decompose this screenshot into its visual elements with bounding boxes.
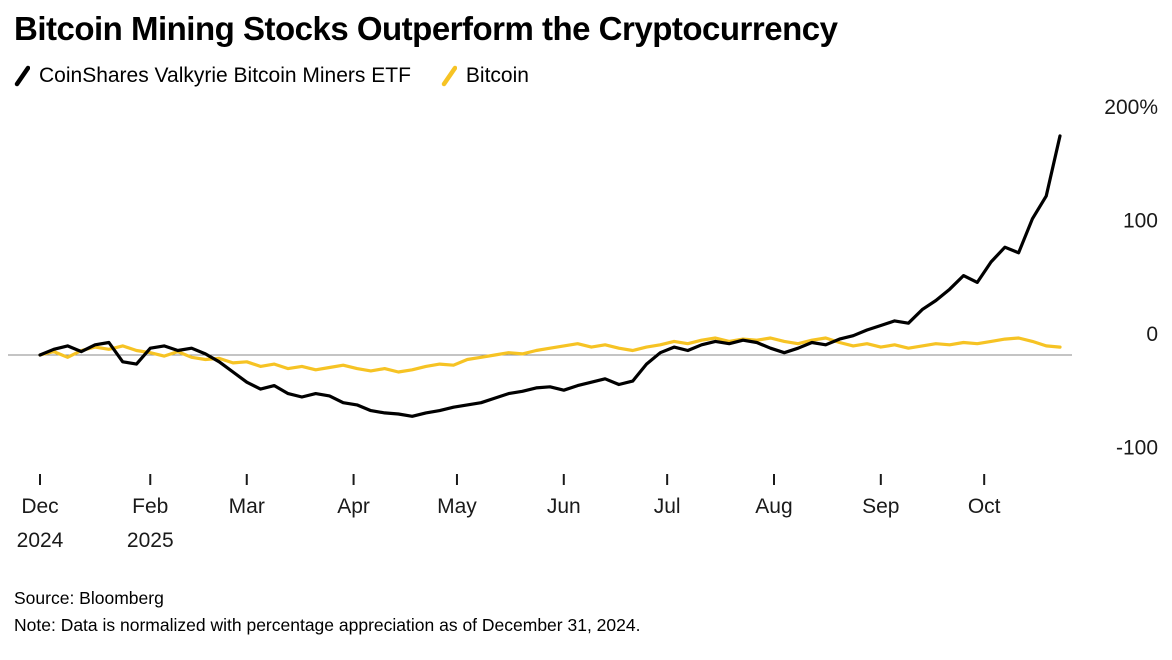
- x-axis-month-label: Sep: [862, 495, 899, 518]
- y-axis-label: 100: [1123, 209, 1158, 232]
- bitcoin-line: [38, 336, 1062, 374]
- legend-item-bitcoin: Bitcoin: [441, 64, 529, 88]
- x-axis-month-label: Dec: [21, 495, 58, 518]
- x-axis-month-label: Apr: [337, 495, 370, 518]
- x-axis-month-label: Mar: [229, 495, 265, 518]
- y-axis-label: 200%: [1104, 96, 1158, 119]
- legend-label-etf: CoinShares Valkyrie Bitcoin Miners ETF: [39, 63, 411, 87]
- chart-area: 200% 100 0 -100 Dec 2024 Feb 2025 Mar Apr May Jun Ju…: [0, 92, 1172, 567]
- x-axis-month-label: Jul: [654, 495, 681, 518]
- bitcoin-series-slash-icon: [441, 65, 457, 87]
- page-title: Bitcoin Mining Stocks Outperform the Cry…: [14, 10, 838, 47]
- y-axis-label: -100: [1116, 436, 1158, 459]
- methodology-note: Note: Data is normalized with percentage…: [14, 615, 641, 636]
- x-axis-year-label: 2025: [127, 529, 174, 552]
- chart-legend: CoinShares Valkyrie Bitcoin Miners ETF B…: [14, 64, 1158, 88]
- legend-label-bitcoin: Bitcoin: [465, 63, 529, 87]
- etf-line: [38, 134, 1062, 418]
- x-axis-month-label: Aug: [755, 495, 792, 518]
- x-axis-month-label: Oct: [968, 495, 1001, 518]
- x-axis-month-label: Feb: [132, 495, 168, 518]
- x-axis-month-label: May: [437, 495, 477, 518]
- y-axis-label: 0: [1146, 323, 1158, 346]
- x-axis-month-label: Jun: [547, 495, 581, 518]
- x-axis-year-label: 2024: [17, 529, 64, 552]
- etf-series-slash-icon: [14, 65, 30, 87]
- chart-footer: Source: Bloomberg Note: Data is normaliz…: [14, 585, 1158, 639]
- source-note: Source: Bloomberg: [14, 587, 164, 608]
- legend-item-etf: CoinShares Valkyrie Bitcoin Miners ETF: [14, 64, 411, 88]
- chart-svg: 200% 100 0 -100 Dec 2024 Feb 2025 Mar Apr May Jun Ju…: [8, 96, 1158, 552]
